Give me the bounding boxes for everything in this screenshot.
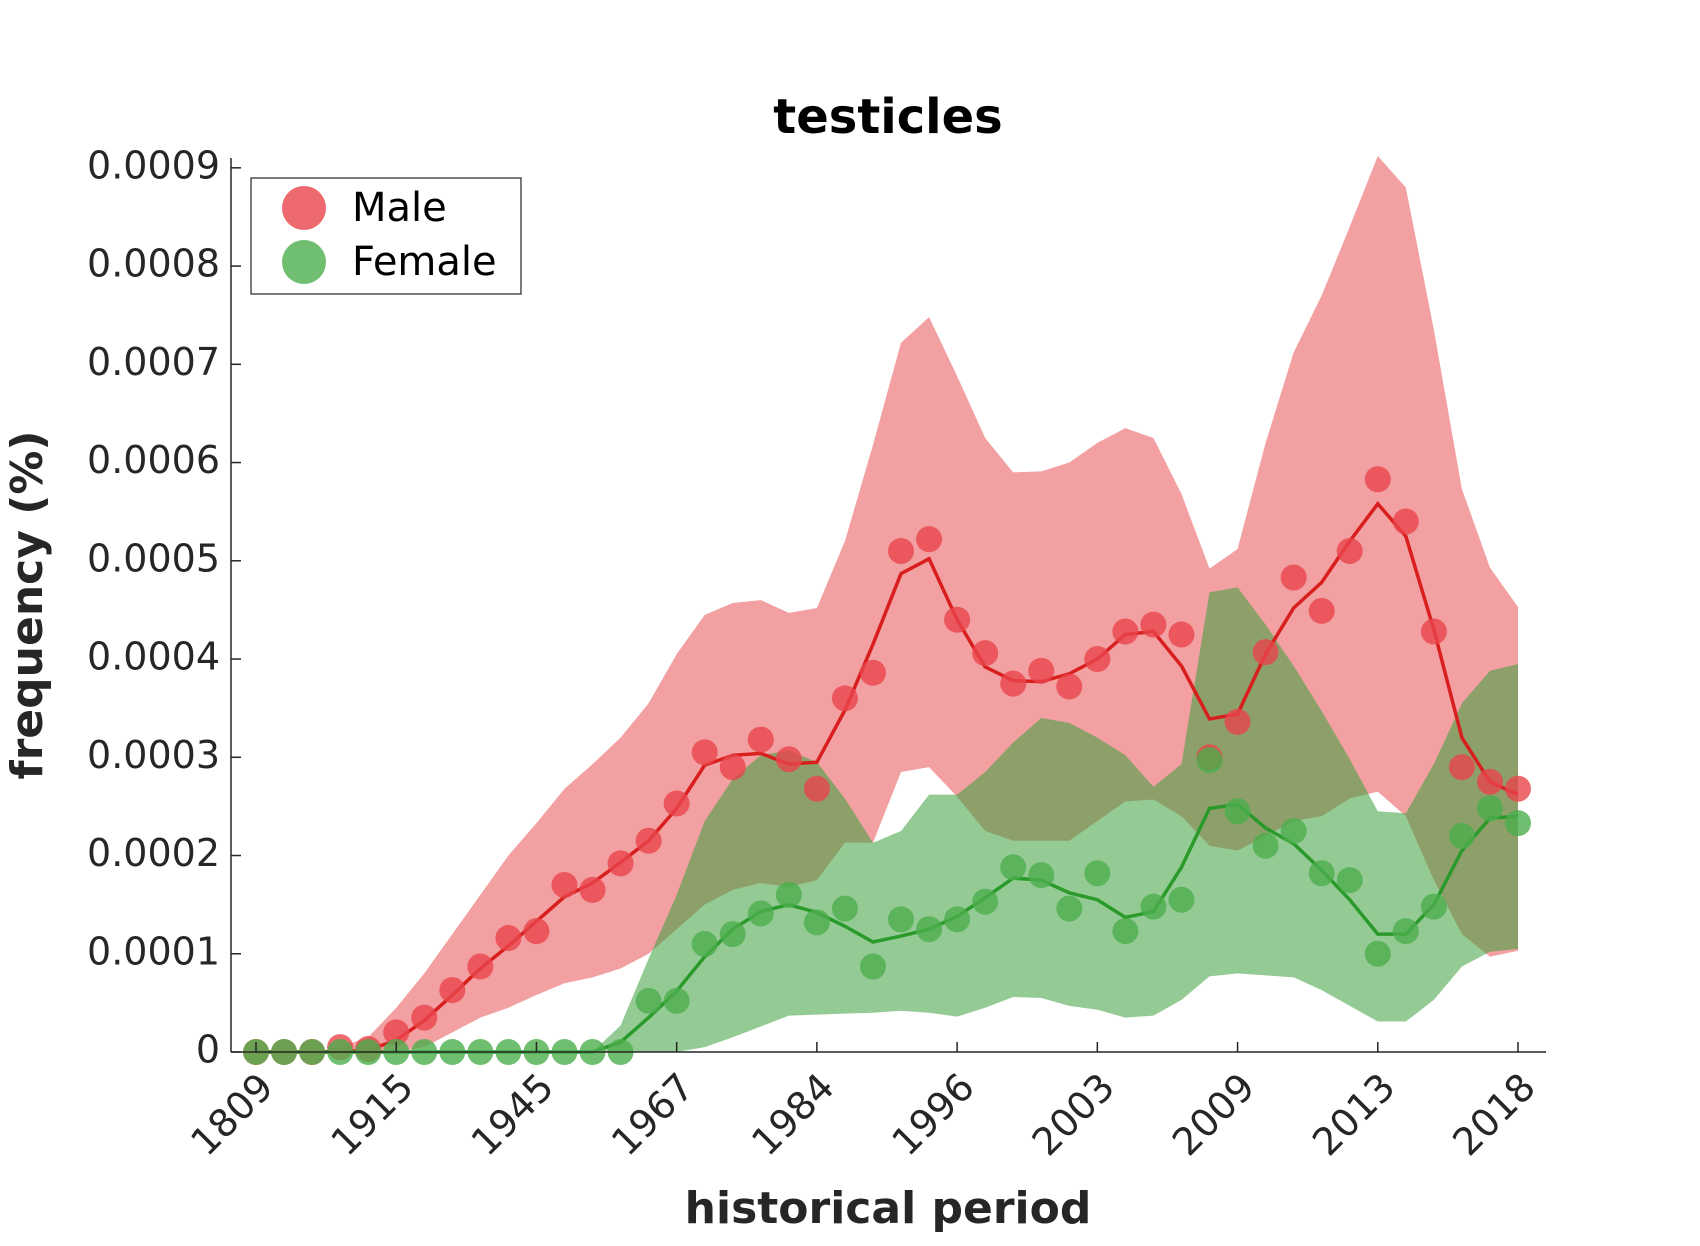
data-point bbox=[1224, 708, 1251, 735]
y-tick-label: 0.0002 bbox=[87, 831, 220, 875]
data-point bbox=[663, 987, 690, 1014]
data-point bbox=[1308, 860, 1335, 887]
data-point bbox=[411, 1004, 438, 1031]
data-point bbox=[916, 526, 943, 553]
data-point bbox=[1336, 537, 1363, 564]
data-point bbox=[859, 659, 886, 686]
data-point bbox=[1028, 862, 1055, 889]
data-point bbox=[1112, 618, 1139, 645]
data-point bbox=[1364, 466, 1391, 493]
data-point bbox=[1196, 747, 1223, 774]
x-axis-label: historical period bbox=[685, 1183, 1092, 1234]
data-point bbox=[523, 918, 550, 945]
data-point bbox=[1168, 886, 1195, 913]
data-point bbox=[383, 1019, 410, 1046]
data-point bbox=[831, 895, 858, 922]
y-tick-label: 0.0005 bbox=[87, 536, 220, 580]
data-point bbox=[1028, 657, 1055, 684]
chart-title: testicles bbox=[773, 89, 1003, 145]
data-point bbox=[1336, 867, 1363, 894]
legend-label: Male bbox=[352, 185, 447, 231]
legend: Male Female bbox=[282, 185, 497, 285]
data-point bbox=[1168, 621, 1195, 648]
legend-label: Female bbox=[352, 239, 497, 285]
y-tick-label: 0.0007 bbox=[87, 340, 220, 384]
data-point bbox=[859, 953, 886, 980]
data-point bbox=[635, 987, 662, 1014]
y-tick-label: 0.0008 bbox=[87, 242, 220, 286]
data-point bbox=[579, 876, 606, 903]
data-point bbox=[467, 953, 494, 980]
data-point bbox=[916, 916, 943, 943]
data-point bbox=[1056, 673, 1083, 700]
data-point bbox=[607, 850, 634, 877]
data-point bbox=[691, 739, 718, 766]
plot-area bbox=[243, 156, 1531, 1065]
data-point bbox=[719, 754, 746, 781]
data-point bbox=[1252, 832, 1279, 859]
data-point bbox=[803, 909, 830, 936]
data-point bbox=[1392, 508, 1419, 535]
data-point bbox=[635, 827, 662, 854]
data-point bbox=[691, 930, 718, 957]
data-point bbox=[1420, 893, 1447, 920]
data-point bbox=[1476, 795, 1503, 822]
data-point bbox=[1280, 564, 1307, 591]
data-point bbox=[719, 921, 746, 948]
y-tick-label: 0.0001 bbox=[87, 929, 220, 973]
legend-marker bbox=[282, 240, 326, 284]
data-point bbox=[551, 871, 578, 898]
y-axis-label: frequency (%) bbox=[2, 430, 53, 779]
data-point bbox=[663, 790, 690, 817]
y-tick-label: 0.0009 bbox=[87, 143, 220, 187]
y-tick-label: 0.0003 bbox=[87, 733, 220, 777]
data-point bbox=[439, 977, 466, 1004]
data-point bbox=[944, 606, 971, 633]
data-point bbox=[747, 726, 774, 753]
data-point bbox=[1448, 754, 1475, 781]
data-point bbox=[831, 685, 858, 712]
data-point bbox=[944, 906, 971, 933]
data-point bbox=[803, 775, 830, 802]
data-point bbox=[775, 881, 802, 908]
legend-marker bbox=[282, 186, 326, 230]
data-point bbox=[888, 537, 915, 564]
y-tick-label: 0 bbox=[196, 1028, 220, 1072]
data-point bbox=[1420, 618, 1447, 645]
data-point bbox=[972, 888, 999, 915]
data-point bbox=[1252, 639, 1279, 666]
data-point bbox=[1476, 768, 1503, 795]
data-point bbox=[1084, 646, 1111, 673]
data-point bbox=[1140, 893, 1167, 920]
data-point bbox=[1280, 817, 1307, 844]
data-point bbox=[1000, 670, 1027, 697]
trend-line bbox=[256, 501, 1519, 1054]
data-point bbox=[972, 640, 999, 667]
data-point bbox=[1448, 822, 1475, 849]
data-point bbox=[495, 925, 522, 952]
data-point bbox=[1505, 775, 1531, 802]
data-point bbox=[1224, 798, 1251, 825]
y-tick-label: 0.0006 bbox=[87, 438, 220, 482]
data-point bbox=[1112, 918, 1139, 945]
data-point bbox=[1140, 611, 1167, 638]
data-point bbox=[775, 746, 802, 773]
data-point bbox=[1505, 810, 1531, 837]
data-point bbox=[1000, 854, 1027, 881]
data-point bbox=[1308, 597, 1335, 624]
data-point bbox=[1364, 940, 1391, 967]
data-point bbox=[1392, 918, 1419, 945]
y-tick-label: 0.0004 bbox=[87, 635, 220, 679]
data-point bbox=[1084, 860, 1111, 887]
data-point bbox=[888, 906, 915, 933]
data-point bbox=[1056, 895, 1083, 922]
data-point bbox=[747, 900, 774, 927]
